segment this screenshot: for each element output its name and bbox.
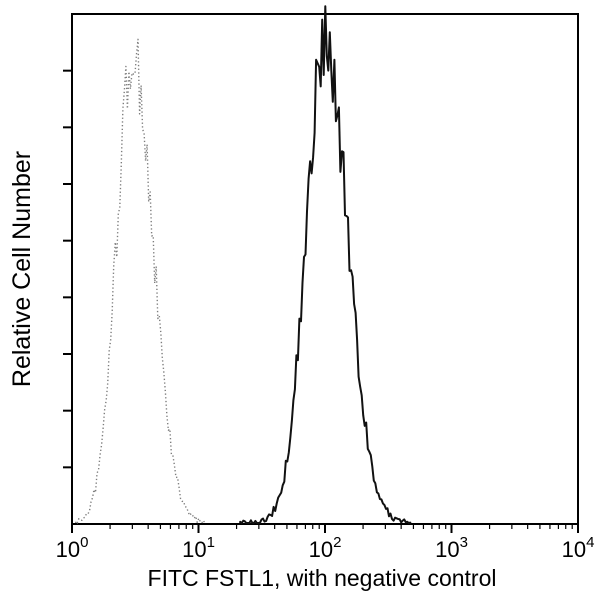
plot-frame [71,13,579,525]
x-tick-label: 104 [562,534,595,562]
x-tick-label: 101 [182,534,215,562]
axis-ticks: 100 101 102 103 104 [56,69,595,562]
negative-control-curve [75,38,206,524]
x-axis-label: FITC FSTL1, with negative control [148,565,497,591]
x-tick-label: 102 [309,534,342,562]
histogram-series [75,5,412,524]
fitc-fstl1-curve [239,5,412,524]
x-tick-label: 100 [56,534,89,562]
x-tick-label: 103 [435,534,468,562]
y-axis-label: Relative Cell Number [8,151,36,387]
